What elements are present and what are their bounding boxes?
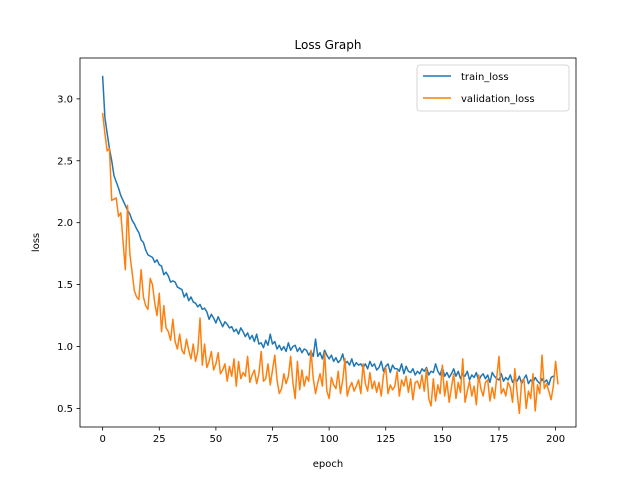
series-line-validation-loss — [101, 112, 559, 415]
x-tick-label: 75 — [266, 434, 279, 445]
legend-label-validation-loss: validation_loss — [461, 94, 535, 105]
x-tick-label: 100 — [320, 434, 339, 445]
y-tick-label: 2.5 — [57, 156, 73, 167]
chart-title: Loss Graph — [295, 38, 362, 52]
plot-frame — [79, 57, 577, 428]
x-tick-label: 200 — [546, 434, 565, 445]
x-tick-label: 125 — [376, 434, 395, 445]
y-axis: 0.5 1.0 1.5 2.0 2.5 3.0 — [57, 94, 80, 415]
x-axis-label: epoch — [313, 459, 343, 470]
x-axis: 0 25 50 75 100 125 150 175 200 — [99, 427, 565, 445]
series-layer — [101, 75, 559, 415]
y-tick-label: 1.0 — [57, 342, 73, 353]
y-tick-label: 3.0 — [57, 94, 73, 105]
y-tick-label: 0.5 — [57, 404, 73, 415]
legend-frame — [416, 64, 570, 112]
x-tick-label: 175 — [489, 434, 508, 445]
legend-label-train-loss: train_loss — [461, 72, 509, 83]
x-tick-label: 0 — [99, 434, 105, 445]
y-axis-label: loss — [31, 233, 42, 252]
y-tick-label: 2.0 — [57, 218, 73, 229]
x-tick-label: 25 — [153, 434, 166, 445]
y-tick-label: 1.5 — [57, 280, 73, 291]
legend: train_loss validation_loss — [416, 64, 570, 112]
x-tick-label: 50 — [210, 434, 223, 445]
x-tick-label: 150 — [433, 434, 452, 445]
